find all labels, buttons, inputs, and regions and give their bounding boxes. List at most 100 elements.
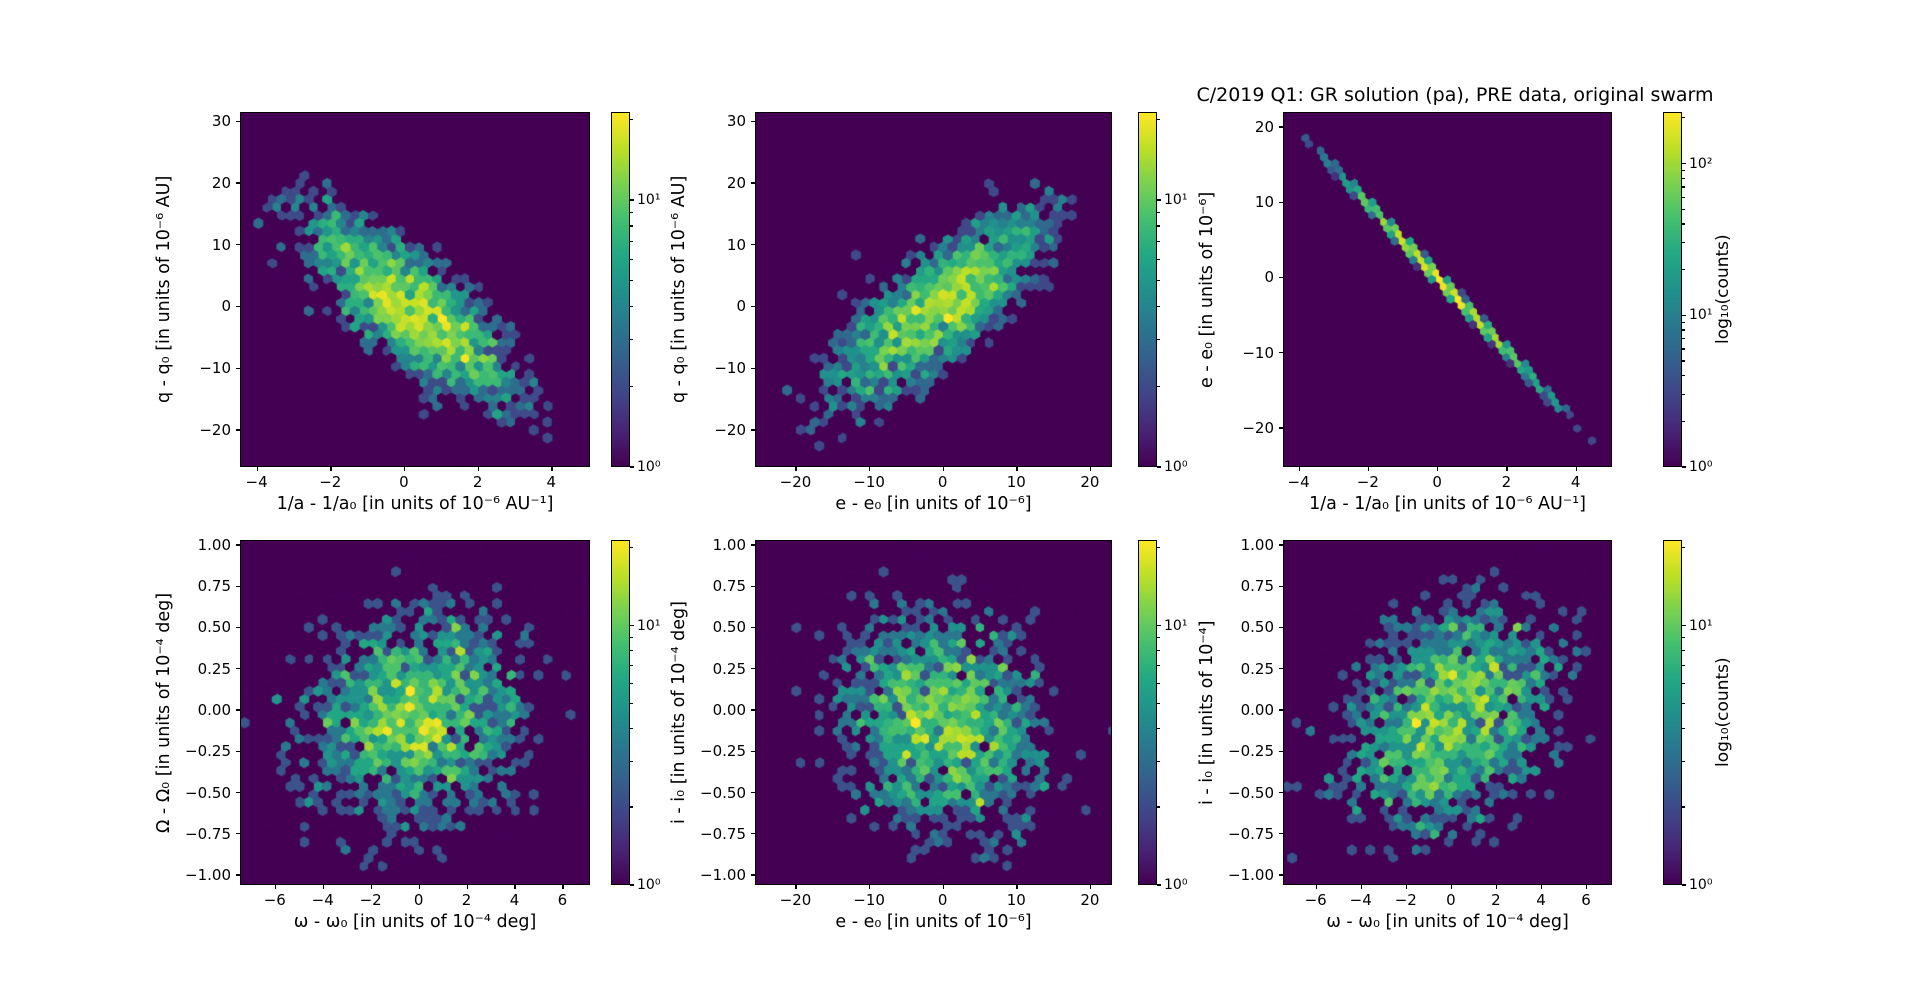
x-tick-label: 4 — [1536, 891, 1546, 909]
y-tick-label: 20 — [1254, 118, 1274, 137]
plot-area — [1283, 112, 1612, 467]
x-tick-label: 4 — [546, 473, 557, 491]
y-axis-ticks: 1.00 0.75 0.50 0.25 0.00 −0.25 −0.50 −0.75 −1.00 — [691, 536, 755, 885]
colorbar: 10¹ 10⁰ log₁₀(counts) — [1663, 540, 1733, 893]
y-tick-mark — [1279, 276, 1283, 279]
y-tick-label: 0.00 — [197, 701, 231, 720]
colorbar-major-tick — [630, 884, 634, 886]
y-tick-label: −20 — [199, 420, 231, 439]
colorbar-tick-label: 10² — [1689, 155, 1713, 172]
colorbar-minor-tick — [1682, 375, 1685, 377]
colorbar-minor-tick — [1157, 636, 1160, 639]
y-tick-label: 0.75 — [197, 577, 231, 596]
colorbar-ticks: 10¹ 10⁰ — [630, 540, 676, 893]
colorbar-tick-label: 10⁰ — [1164, 459, 1188, 475]
colorbar-minor-tick — [630, 546, 633, 549]
colorbar-minor-tick — [1157, 119, 1160, 121]
x-tick-mark — [322, 885, 324, 889]
plot-area — [755, 112, 1112, 467]
colorbar-minor-tick — [630, 258, 633, 260]
x-tick-label: −2 — [1356, 473, 1379, 491]
colorbar-minor-tick — [1682, 186, 1685, 188]
y-tick-label: 20 — [211, 174, 231, 192]
y-tick-label: 0.25 — [197, 659, 231, 678]
colorbar-minor-tick — [630, 703, 633, 705]
y-tick-mark — [236, 182, 240, 184]
colorbar-minor-tick — [1682, 806, 1685, 808]
y-tick-label: −0.50 — [700, 783, 746, 802]
y-tick-mark — [1279, 833, 1283, 835]
colorbar-minor-tick — [1682, 703, 1685, 705]
x-tick-mark — [403, 467, 406, 471]
plot-area — [755, 540, 1112, 885]
colorbar-tick-label: 10¹ — [1689, 617, 1713, 634]
colorbar-minor-tick — [1682, 242, 1685, 244]
colorbar-major-tick — [1682, 884, 1686, 886]
y-axis-ticks: 1.00 0.75 0.50 0.25 0.00 −0.25 −0.50 −0.75 −1.00 — [1219, 536, 1283, 885]
y-tick-label: −1.00 — [700, 866, 746, 885]
y-tick-mark — [1279, 709, 1283, 711]
x-tick-label: −2 — [1394, 891, 1417, 909]
x-tick-mark — [869, 467, 871, 471]
x-tick-mark — [942, 885, 944, 889]
colorbar-minor-tick — [1682, 728, 1685, 730]
y-tick-mark — [1279, 585, 1283, 587]
x-tick-label: 0 — [937, 891, 948, 909]
colorbar-tick-label: 10¹ — [1164, 617, 1188, 634]
y-tick-label: −0.50 — [185, 783, 231, 802]
colorbar-frame — [1138, 540, 1157, 885]
y-tick-mark — [236, 305, 240, 308]
colorbar-tick-label: 10⁰ — [637, 459, 661, 475]
colorbar-minor-tick — [630, 760, 633, 762]
x-tick-mark — [795, 885, 797, 889]
hexbin-canvas — [755, 112, 1112, 467]
y-tick-mark — [236, 585, 240, 587]
x-tick-mark — [1541, 885, 1543, 889]
x-tick-label: 4 — [1570, 473, 1581, 491]
colorbar-ticks: 10¹ 10⁰ — [630, 112, 676, 475]
x-tick-label: 0 — [1446, 891, 1456, 909]
colorbar-minor-tick — [630, 665, 633, 667]
x-tick-mark — [330, 467, 332, 471]
x-tick-label: 0 — [1432, 473, 1442, 491]
x-tick-mark — [1298, 467, 1300, 471]
colorbar-minor-tick — [630, 305, 633, 307]
x-tick-mark — [1016, 885, 1018, 889]
subplot-di-vs-de: 1.00 0.75 0.50 0.25 0.00 −0.25 −0.50 −0.75 −1.00… — [669, 536, 1187, 932]
x-tick-mark — [942, 467, 944, 471]
colorbar-minor-tick — [630, 240, 633, 243]
colorbar-minor-tick — [1682, 269, 1685, 271]
colorbar-minor-tick — [630, 682, 633, 684]
y-tick-mark — [751, 750, 755, 752]
y-tick-label: 0.25 — [712, 659, 746, 678]
colorbar-tick-label: 10¹ — [1164, 192, 1188, 209]
y-tick-label: −0.25 — [1228, 742, 1274, 761]
x-tick-mark — [551, 467, 553, 471]
y-tick-mark — [1279, 126, 1283, 128]
y-tick-label: −10 — [199, 359, 231, 378]
colorbar-frame — [611, 540, 630, 885]
x-tick-mark — [1575, 467, 1577, 471]
y-tick-mark — [236, 120, 240, 122]
x-axis-label: 1/a - 1/a₀ [in units of 10⁻⁶ AU⁻¹] — [1309, 494, 1586, 514]
y-tick-label: −10 — [1242, 343, 1274, 362]
y-tick-mark — [751, 874, 755, 876]
colorbar-minor-tick — [1682, 546, 1685, 549]
y-tick-mark — [751, 120, 755, 122]
x-tick-mark — [1450, 885, 1453, 889]
colorbar-minor-tick — [1682, 420, 1685, 422]
colorbar-gradient — [1139, 541, 1156, 884]
y-axis-ticks: 1.00 0.75 0.50 0.25 0.00 −0.25 −0.50 −0.75 −1.00 — [176, 536, 240, 885]
y-tick-mark — [1279, 874, 1283, 876]
y-tick-label: −0.50 — [1228, 783, 1274, 802]
colorbar-ticks: 10² 10¹ 10⁰ — [1682, 112, 1728, 475]
colorbar-frame — [1663, 112, 1682, 467]
colorbar-minor-tick — [1682, 117, 1685, 119]
x-tick-mark — [795, 467, 797, 471]
y-tick-label: 10 — [1254, 193, 1274, 212]
colorbar-minor-tick — [1682, 348, 1685, 350]
colorbar: 10¹ 10⁰ — [1138, 112, 1187, 475]
y-tick-label: 0 — [221, 297, 231, 316]
y-tick-mark — [236, 709, 240, 711]
colorbar: 10¹ 10⁰ — [611, 540, 660, 893]
